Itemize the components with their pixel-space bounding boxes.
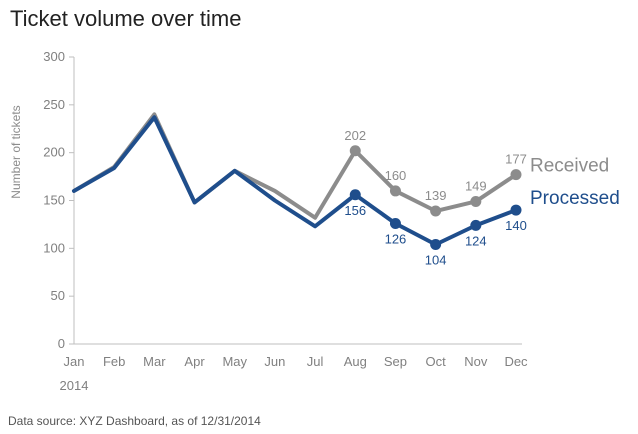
x-tick-label: Jan <box>64 354 85 369</box>
data-label: 202 <box>344 128 366 143</box>
y-tick-label: 100 <box>43 240 65 255</box>
x-tick-label: May <box>222 354 247 369</box>
data-source-note: Data source: XYZ Dashboard, as of 12/31/… <box>8 414 261 428</box>
data-label: 156 <box>344 203 366 218</box>
x-tick-label: Mar <box>143 354 166 369</box>
x-tick-label: Nov <box>464 354 488 369</box>
x-tick-label: Feb <box>103 354 125 369</box>
y-tick-label: 0 <box>58 336 65 351</box>
data-point <box>349 145 361 157</box>
data-point <box>430 205 442 217</box>
x-tick-label: Jul <box>307 354 324 369</box>
data-point <box>389 217 401 229</box>
y-tick-label: 300 <box>43 49 65 64</box>
data-label: 177 <box>505 152 527 167</box>
x-tick-label: Jun <box>264 354 285 369</box>
y-tick-label: 50 <box>51 288 65 303</box>
series-legend-label: Processed <box>530 188 620 209</box>
data-point <box>510 204 522 216</box>
chart-title: Ticket volume over time <box>10 6 242 31</box>
data-point <box>470 219 482 231</box>
x-tick-label: Aug <box>344 354 367 369</box>
data-label: 160 <box>385 168 407 183</box>
data-point <box>430 239 442 251</box>
y-tick-label: 150 <box>43 193 65 208</box>
data-point <box>389 185 401 197</box>
x-tick-label: Dec <box>504 354 528 369</box>
series-line-received <box>72 112 518 220</box>
y-tick-label: 200 <box>43 145 65 160</box>
data-label: 149 <box>465 178 487 193</box>
y-tick-label: 250 <box>43 97 65 112</box>
data-point <box>510 169 522 181</box>
data-label: 140 <box>505 218 527 233</box>
x-tick-label: Sep <box>384 354 407 369</box>
x-tick-label: Apr <box>184 354 205 369</box>
data-label: 126 <box>385 231 407 246</box>
data-point <box>349 189 361 201</box>
x-year-label: 2014 <box>60 378 89 393</box>
x-tick-label: Oct <box>426 354 447 369</box>
data-label: 124 <box>465 233 487 248</box>
series-line-processed <box>72 115 518 247</box>
data-point <box>470 195 482 207</box>
series-legend-label: Received <box>530 156 609 177</box>
data-label: 139 <box>425 188 447 203</box>
data-label: 104 <box>425 253 447 268</box>
